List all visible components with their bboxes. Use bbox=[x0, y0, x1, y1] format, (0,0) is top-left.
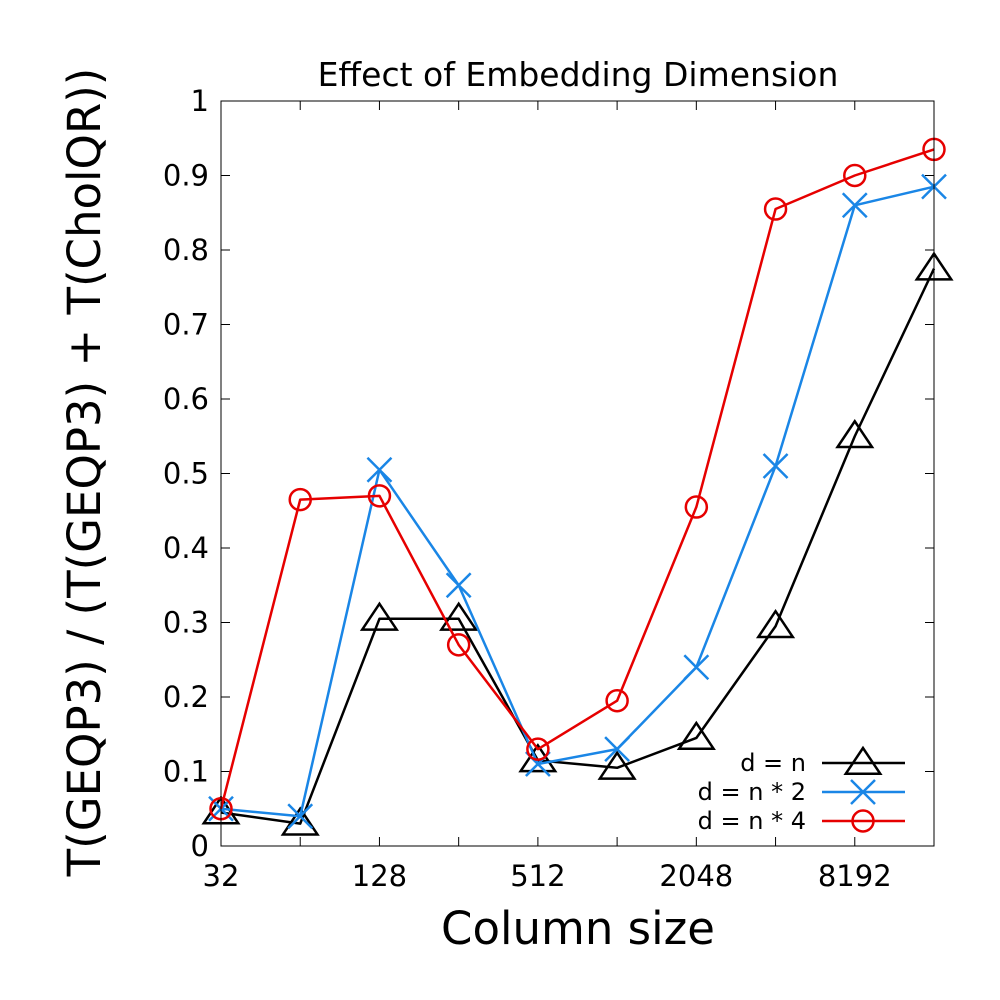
data-point-marker bbox=[518, 743, 558, 773]
data-point-marker bbox=[841, 192, 868, 219]
data-point-marker bbox=[835, 419, 875, 449]
data-point-marker bbox=[604, 736, 630, 763]
data-point-marker bbox=[597, 750, 637, 780]
data-point-marker bbox=[605, 688, 629, 713]
data-point-marker bbox=[366, 456, 393, 483]
y-tick-label: 0.6 bbox=[163, 382, 209, 416]
y-tick-label: 0.4 bbox=[163, 531, 209, 565]
legend-label: d = n bbox=[740, 749, 806, 777]
plot-frame bbox=[220, 100, 935, 847]
legend-entry: d = n * 4 bbox=[698, 807, 905, 835]
legend-label: d = n * 2 bbox=[698, 778, 806, 806]
legend-marker bbox=[843, 745, 883, 776]
y-tick-label: 0.7 bbox=[163, 308, 209, 342]
x-tick-label: 8192 bbox=[818, 859, 892, 893]
x-tick-label: 128 bbox=[352, 859, 407, 893]
data-point-marker bbox=[843, 163, 867, 188]
x-tick-label: 512 bbox=[510, 859, 565, 893]
data-point-marker bbox=[446, 633, 471, 657]
legend-marker bbox=[851, 809, 875, 833]
series-line bbox=[219, 148, 935, 810]
series-3 bbox=[209, 137, 946, 821]
y-tick-label: 1 bbox=[191, 84, 209, 118]
data-point-marker bbox=[676, 720, 716, 751]
x-axis-label: Column size bbox=[441, 902, 715, 955]
y-tick-label: 0.9 bbox=[163, 159, 209, 193]
y-tick-label: 0 bbox=[191, 829, 209, 863]
data-point-marker bbox=[526, 737, 550, 761]
data-point-marker bbox=[288, 487, 312, 512]
legend: d = nd = n * 2d = n * 4 bbox=[698, 745, 905, 835]
legend-entry: d = n * 2 bbox=[698, 778, 905, 806]
data-point-marker bbox=[762, 453, 789, 479]
chart-title: Effect of Embedding Dimension bbox=[318, 55, 839, 94]
y-tick-label: 0.1 bbox=[163, 755, 209, 789]
data-point-marker bbox=[755, 608, 796, 639]
series-layer bbox=[201, 137, 954, 836]
series-1 bbox=[201, 251, 954, 836]
data-point-marker bbox=[280, 806, 320, 836]
data-point-marker bbox=[684, 495, 709, 519]
data-point-marker bbox=[359, 601, 400, 631]
data-point-marker bbox=[367, 484, 392, 508]
data-point-marker bbox=[287, 803, 314, 830]
data-point-marker bbox=[683, 654, 710, 681]
data-point-marker bbox=[763, 197, 788, 221]
y-tick-label: 0.2 bbox=[163, 680, 209, 714]
y-axis-label: T(GEQP3) / (T(GEQP3) + T(CholQR)) bbox=[58, 68, 111, 878]
series-line bbox=[220, 268, 936, 825]
data-point-marker bbox=[445, 572, 472, 599]
legend-label: d = n * 4 bbox=[698, 807, 806, 835]
series-line bbox=[220, 185, 935, 818]
x-tick-label: 2048 bbox=[659, 859, 733, 893]
y-tick-label: 0.8 bbox=[163, 233, 209, 267]
data-point-marker bbox=[439, 601, 479, 631]
axis-ticks: 0 0.1 0.2 0.3 0.4 0.5 0.6 0.7 0.8 0.9 1 32 128 512 204… bbox=[163, 84, 934, 893]
x-tick-label: 32 bbox=[203, 859, 240, 893]
legend-marker bbox=[850, 779, 876, 805]
legend-entry: d = n bbox=[740, 745, 905, 777]
y-tick-label: 0.3 bbox=[163, 606, 209, 640]
y-tick-label: 0.5 bbox=[163, 457, 209, 491]
